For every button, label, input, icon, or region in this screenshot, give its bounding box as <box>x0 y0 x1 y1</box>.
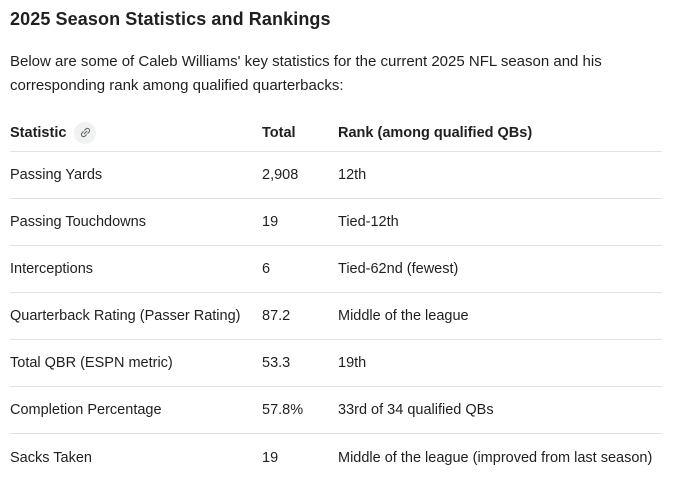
rank-cell: 33rd of 34 qualified QBs <box>338 402 494 418</box>
stat-cell: Total QBR (ESPN metric) <box>10 355 173 371</box>
link-icon <box>80 127 91 138</box>
stat-cell: Passing Yards <box>10 167 103 183</box>
intro-line-1: Below are some of Caleb Williams' key st… <box>10 53 602 70</box>
rank-cell: Tied-62nd (fewest) <box>338 261 459 277</box>
stat-cell: Interceptions <box>10 261 94 277</box>
column-header-total: Total <box>262 124 296 141</box>
table-row: Passing Touchdowns 19 Tied-12th <box>10 199 662 246</box>
rank-cell: Middle of the league <box>338 308 469 324</box>
total-cell: 87.2 <box>262 308 291 324</box>
intro-line-2: corresponding rank among qualified quart… <box>10 77 344 94</box>
total-cell: 57.8% <box>262 402 304 418</box>
table-header-row: Statistic Total Rank (among qualified QB… <box>10 114 662 152</box>
column-header-statistic: Statistic <box>10 121 262 144</box>
total-cell: 2,908 <box>262 167 299 183</box>
stats-table: Statistic Total Rank (among qualified QB… <box>10 114 662 481</box>
column-header-rank: Rank (among qualified QBs) <box>338 124 533 141</box>
table-row: Quarterback Rating (Passer Rating) 87.2 … <box>10 293 662 340</box>
total-cell: 19 <box>262 449 279 466</box>
table-row: Total QBR (ESPN metric) 53.3 19th <box>10 340 662 387</box>
column-header-statistic-label: Statistic <box>10 124 67 141</box>
stat-cell: Passing Touchdowns <box>10 214 146 230</box>
rank-cell: 12th <box>338 167 367 183</box>
total-cell: 19 <box>262 214 279 230</box>
stat-cell: Quarterback Rating (Passer Rating) <box>10 308 241 324</box>
total-cell: 6 <box>262 261 271 277</box>
rank-cell: Tied-12th <box>338 214 399 230</box>
total-cell: 53.3 <box>262 355 291 371</box>
page-title: 2025 Season Statistics and Rankings <box>10 9 331 29</box>
table-row: Completion Percentage 57.8% 33rd of 34 q… <box>10 387 662 434</box>
section-link-button[interactable] <box>74 121 97 144</box>
rank-cell: Middle of the league (improved from last… <box>338 449 653 466</box>
stat-cell: Completion Percentage <box>10 402 162 418</box>
table-row: Sacks Taken 19 Middle of the league (imp… <box>10 434 662 481</box>
table-row: Passing Yards 2,908 12th <box>10 152 662 199</box>
stat-cell: Sacks Taken <box>10 449 92 466</box>
table-row: Interceptions 6 Tied-62nd (fewest) <box>10 246 662 293</box>
rank-cell: 19th <box>338 355 367 371</box>
intro-paragraph: Below are some of Caleb Williams' key st… <box>10 50 662 98</box>
